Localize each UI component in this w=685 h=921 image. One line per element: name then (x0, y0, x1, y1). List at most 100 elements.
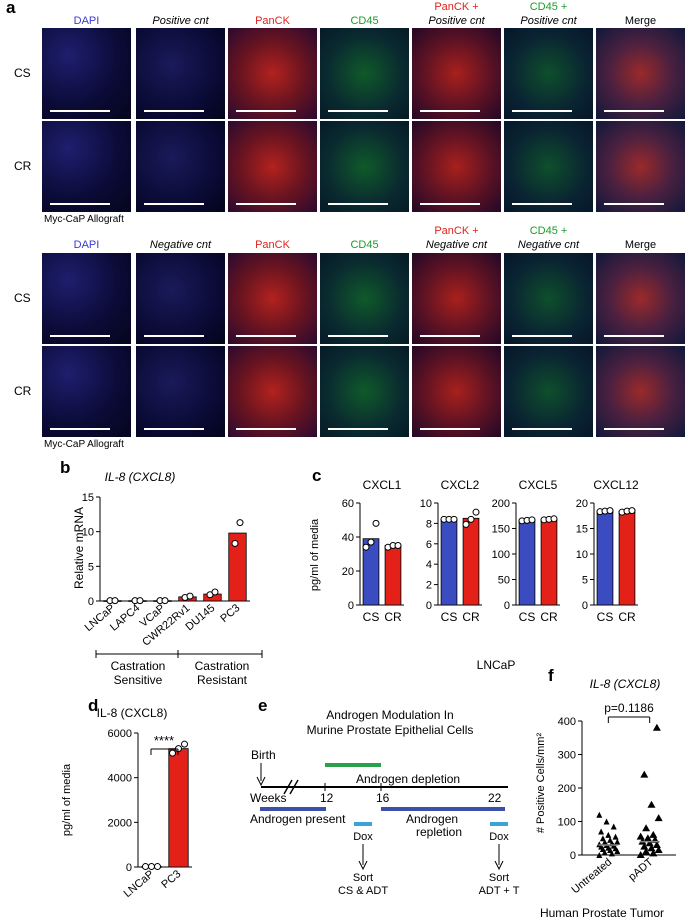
scale-bar (512, 203, 572, 205)
x-axis-label: LNCaP (477, 658, 516, 672)
bar (228, 532, 247, 602)
y-axis-label: Relative mRNA (72, 507, 86, 589)
data-point (603, 818, 610, 825)
scale-bar (512, 335, 572, 337)
cd45-control-tile (504, 253, 593, 344)
column-header-subtext: Negative cnt (517, 239, 580, 251)
group-label: Castration (195, 659, 250, 673)
y-tick-label: 6 (426, 539, 432, 551)
data-point (462, 520, 470, 528)
title-part: ) (169, 470, 175, 484)
scale-bar (144, 110, 204, 112)
y-tick-label: 15 (576, 524, 588, 536)
scale-bar (50, 335, 110, 337)
column-header-text: PanCK (255, 15, 290, 27)
dox-label: Dox (489, 831, 509, 843)
data-point (601, 839, 608, 846)
x-tick-label: CR (384, 610, 402, 624)
scale-bar (50, 203, 110, 205)
column-header-text: Negative cnt (149, 239, 212, 251)
birth-label: Birth (251, 748, 276, 762)
control-tile (136, 28, 225, 119)
data-point (654, 845, 663, 853)
panel-e-label: e (258, 696, 268, 715)
data-point (614, 838, 621, 845)
x-tick-label: CR (462, 610, 480, 624)
sort-label: Sort (353, 872, 373, 884)
column-header: CD45 + Positive cnt (498, 0, 599, 28)
column-header-text: CD45 + (529, 225, 568, 237)
column-header: PanCK + Positive cnt (406, 0, 507, 28)
column-header-text: CD45 + (529, 1, 568, 13)
scale-bar (236, 203, 296, 205)
panel-f-label: f (548, 666, 554, 685)
data-point (367, 538, 375, 546)
scale-bar (420, 203, 480, 205)
repletion-bar (381, 807, 505, 811)
significance-stars: **** (154, 733, 174, 748)
panel-b-chart: IL-8 (CXCL8)051015LNCaPLAPC4VCaPCWR22Rv1… (72, 470, 263, 687)
chart-title: IL-8 (CXCL8) (97, 706, 168, 720)
bar (440, 518, 458, 606)
data-point (628, 507, 636, 515)
column-header-subtext: Positive cnt (428, 15, 485, 27)
data-point (450, 515, 458, 523)
column-header: DAPI (36, 14, 137, 28)
panck-tile (228, 346, 317, 437)
y-tick-label: 15 (82, 492, 94, 504)
scale-bar (236, 428, 296, 430)
data-point (608, 850, 615, 857)
title-part: IL-8 ( (105, 470, 135, 484)
scale-bar (420, 428, 480, 430)
title-part: CXCL8 (133, 470, 172, 484)
data-point (231, 539, 239, 547)
scale-bar (512, 428, 572, 430)
data-point (654, 814, 663, 822)
week-16: 16 (376, 791, 390, 805)
cd45-control-tile (504, 121, 593, 212)
scale-bar (144, 203, 204, 205)
bar (384, 545, 402, 606)
data-point (643, 834, 652, 842)
bar (462, 517, 480, 606)
data-point (636, 851, 645, 858)
y-tick-label: 100 (558, 817, 576, 829)
y-tick-label: 20 (342, 566, 354, 578)
data-point (596, 852, 603, 858)
panel-a-label: a (6, 0, 16, 17)
birth-arrowhead (256, 776, 266, 787)
present-bar (260, 807, 326, 811)
dox-bar (490, 822, 508, 826)
x-tick-label: PC3 (159, 868, 183, 891)
data-point (211, 588, 219, 596)
data-point (181, 740, 188, 748)
data-point (652, 840, 661, 848)
group-label: Castration (111, 659, 166, 673)
data-point (394, 542, 402, 549)
data-point (136, 597, 144, 605)
chart-title: IL-8 (CXCL8) (105, 470, 176, 484)
timeline-title: Murine Prostate Epithelial Cells (307, 723, 474, 737)
present-label: Androgen present (250, 812, 346, 826)
scale-bar (50, 428, 110, 430)
data-point (606, 507, 614, 515)
data-point (636, 832, 645, 840)
panel-d-label: d (88, 696, 99, 715)
y-tick-label: 4000 (108, 773, 132, 785)
chart-title: CXCL1 (363, 478, 402, 492)
scale-bar (604, 428, 664, 430)
bar (540, 518, 558, 606)
scale-bar (512, 110, 572, 112)
data-point (647, 844, 656, 852)
merge-tile (596, 121, 685, 212)
panck-control-tile (412, 253, 501, 344)
y-tick-label: 200 (558, 783, 576, 795)
data-point (647, 800, 656, 808)
y-tick-label: 300 (558, 750, 576, 762)
x-tick-label: pADT (626, 856, 655, 883)
row-label: CR (14, 159, 32, 173)
column-header-text: DAPI (73, 15, 100, 27)
x-tick-label: CS (597, 610, 614, 624)
data-point (186, 592, 194, 600)
panel-f-chart: IL-8 (CXCL8) 0 100 200 300 400 # Positive Cell… (535, 677, 676, 920)
